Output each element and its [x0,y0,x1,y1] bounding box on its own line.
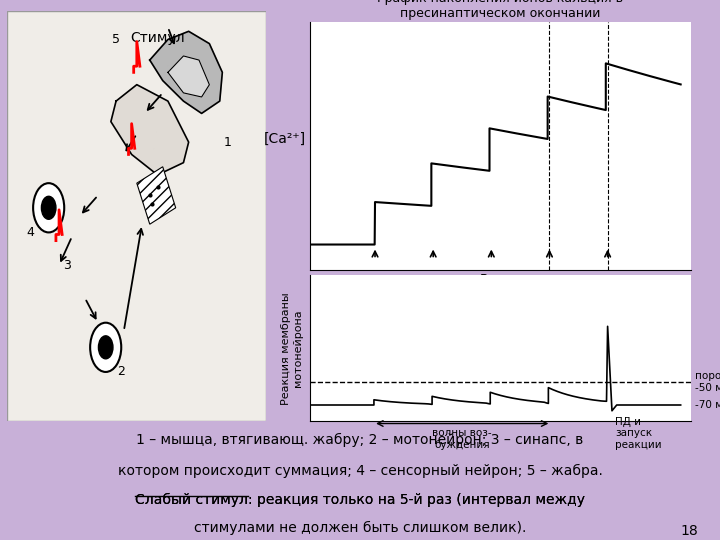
Polygon shape [168,56,210,97]
Circle shape [33,183,64,232]
Text: 5: 5 [112,33,120,46]
Title: График накопления ионов кальция в
пресинаптическом окончании: График накопления ионов кальция в пресин… [377,0,624,21]
Circle shape [42,197,56,219]
Text: Стимул: Стимул [130,31,185,45]
Polygon shape [137,167,176,224]
Y-axis label: Реакция мембраны
мотонейрона: Реакция мембраны мотонейрона [281,292,302,404]
Circle shape [90,323,121,372]
Text: волны воз-
буждения: волны воз- буждения [433,428,492,450]
Text: 18: 18 [680,524,698,538]
Text: Слабый стимул: реакция только на 5-й раз (интервал между: Слабый стимул: реакция только на 5-й раз… [135,492,585,507]
Text: порог
-50 мВ: порог -50 мВ [695,371,720,393]
Text: Слабый стимул: Слабый стимул [304,492,416,507]
X-axis label: Время: Время [480,273,521,286]
Y-axis label: [Ca²⁺]: [Ca²⁺] [264,132,306,146]
Text: 3: 3 [63,259,71,272]
Circle shape [99,336,113,359]
Polygon shape [150,31,222,113]
Text: котором происходит суммация; 4 – сенсорный нейрон; 5 – жабра.: котором происходит суммация; 4 – сенсорн… [117,464,603,478]
Text: 1: 1 [224,136,231,148]
Text: 1 – мышца, втягивающ. жабру; 2 – мотонейрон; 3 – синапс, в: 1 – мышца, втягивающ. жабру; 2 – мотоней… [136,433,584,447]
Text: ПД и
запуск
реакции: ПД и запуск реакции [615,416,662,450]
Text: -70 мВ: -70 мВ [695,400,720,410]
Text: Слабый стимул: реакция только на 5-й раз (интервал между: Слабый стимул: реакция только на 5-й раз… [135,492,585,507]
Polygon shape [111,85,189,175]
Text: 4: 4 [27,226,35,239]
Text: стимулами не должен быть слишком велик).: стимулами не должен быть слишком велик). [194,521,526,535]
Text: 2: 2 [117,366,125,379]
